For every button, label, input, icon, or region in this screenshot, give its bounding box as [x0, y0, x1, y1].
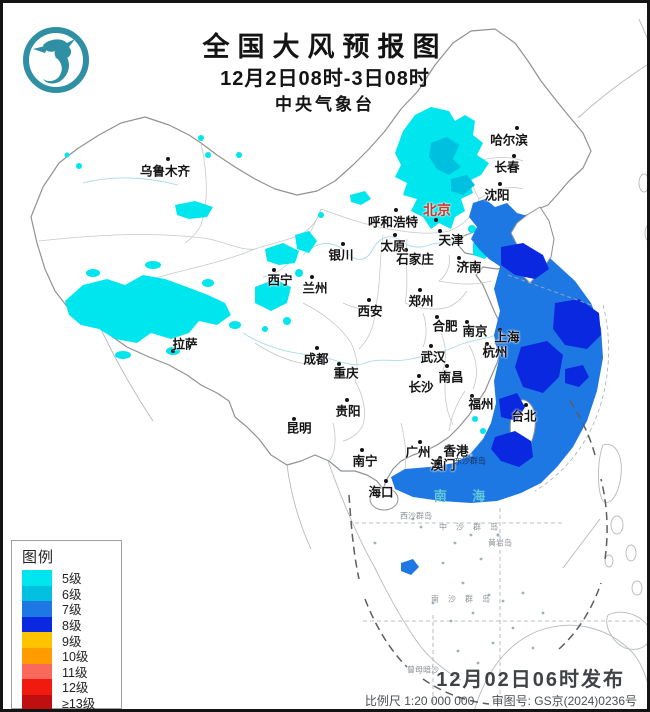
legend-swatch [22, 694, 52, 709]
legend-swatch [22, 585, 52, 602]
forecast-period: 12月2日08时-3日08时 [220, 68, 430, 90]
legend-label: 7级 [62, 603, 82, 618]
legend-item: 6级 [18, 585, 121, 602]
nine-dash-line [348, 398, 608, 705]
river-yangtze [242, 332, 502, 366]
legend-swatch [22, 647, 52, 664]
map-scale-line: 比例尺 1:20 000 000 审图号: GS京(2024)0236号 [365, 692, 637, 709]
legend-label: ≥13级 [62, 697, 96, 712]
legend-label: 5级 [62, 572, 82, 587]
china-wind-map [30, 18, 647, 709]
legend-swatch [22, 632, 52, 648]
hainan-island [369, 487, 399, 511]
issue-time: 12月02日06时发布 [436, 669, 625, 691]
legend-swatch [22, 570, 52, 586]
maritime-dashed-lines [355, 274, 643, 703]
river-tarim [82, 177, 179, 186]
cma-logo-icon [23, 27, 89, 93]
legend-title: 图例 [22, 549, 55, 566]
legend: 图例 5级 6级 7级 8级 9级 10级 11级 12级 ≥13级 [11, 540, 122, 709]
legend-item: 9级 [18, 632, 121, 649]
legend-swatch [22, 601, 52, 617]
legend-swatch [22, 679, 52, 695]
legend-item: 10级 [18, 647, 121, 665]
wind-areas-level8 [491, 243, 601, 467]
scale-value: 比例尺 1:20 000 000 [364, 694, 475, 708]
legend-label: 10级 [62, 650, 89, 665]
legend-label: 11级 [62, 665, 88, 680]
legend-label: 6级 [62, 587, 82, 602]
legend-item: 12级 [18, 679, 121, 695]
river-yellow [302, 236, 462, 260]
agency-name: 中央气象台 [275, 95, 375, 114]
legend-item: 5级 [18, 570, 121, 586]
cma-logo [19, 23, 93, 97]
legend-item: 11级 [18, 663, 121, 680]
page-title: 全国大风预报图 [202, 32, 448, 62]
rivers [82, 177, 502, 366]
island-specks [373, 453, 545, 665]
legend-swatch [22, 663, 52, 680]
legend-swatch [22, 616, 52, 633]
legend-item: ≥13级 [18, 694, 121, 712]
legend-rows: 5级 6级 7级 8级 9级 10级 11级 12级 ≥13级 [18, 570, 121, 712]
legend-label: 8级 [62, 619, 82, 634]
legend-item: 8级 [18, 616, 121, 634]
approval-number: 审图号: GS京(2024)0236号 [491, 694, 637, 708]
legend-label: 12级 [62, 681, 89, 696]
legend-label: 9级 [62, 634, 82, 649]
legend-item: 7级 [18, 601, 121, 617]
